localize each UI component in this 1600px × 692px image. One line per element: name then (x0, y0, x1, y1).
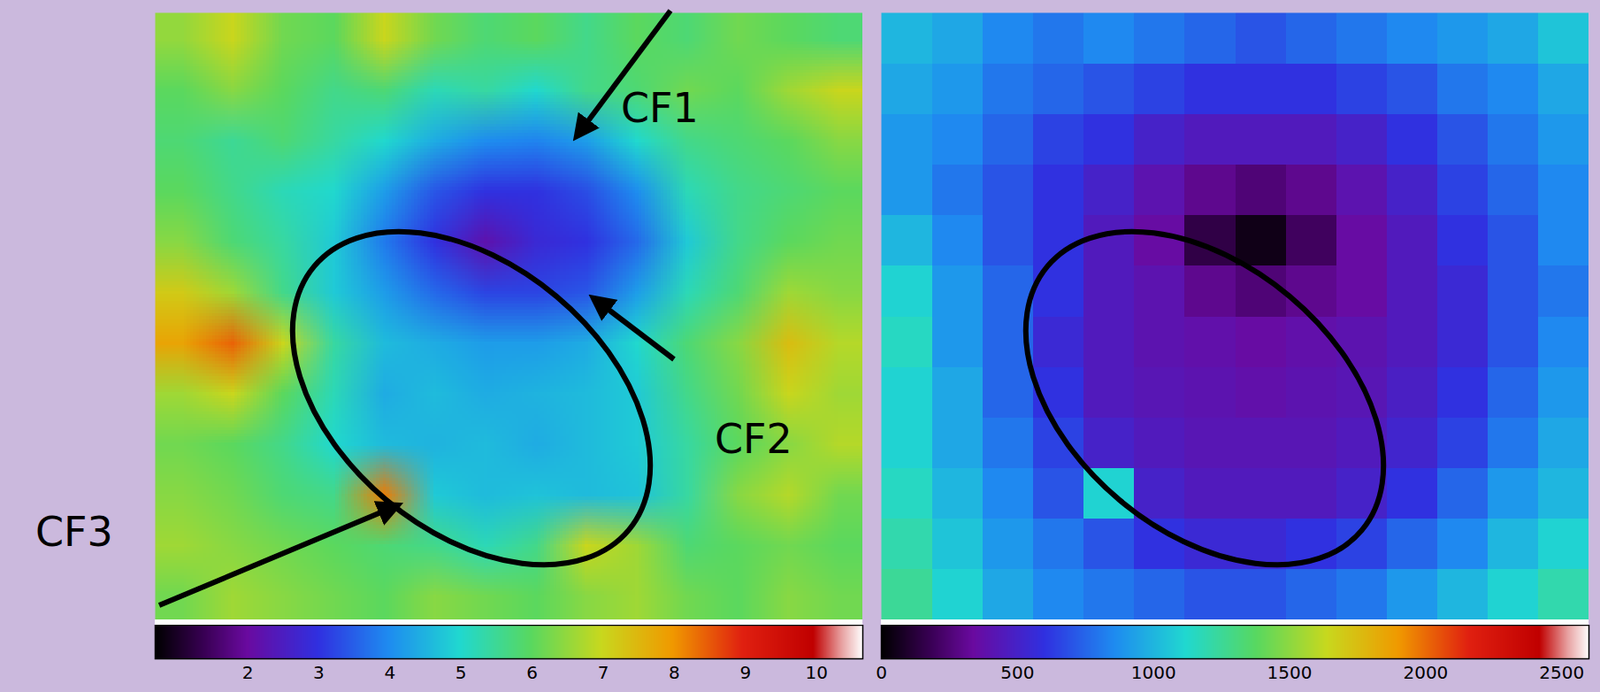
svg-text:CF3: CF3 (35, 507, 114, 556)
svg-text:7: 7 (597, 661, 610, 683)
svg-text:1000: 1000 (1131, 661, 1177, 683)
svg-text:2500: 2500 (1538, 661, 1585, 683)
svg-text:9: 9 (739, 661, 751, 683)
svg-text:CF2: CF2 (714, 414, 793, 463)
svg-text:2: 2 (242, 661, 254, 683)
svg-text:1500: 1500 (1267, 661, 1313, 683)
svg-text:4: 4 (383, 661, 396, 683)
svg-text:10: 10 (805, 661, 828, 683)
svg-text:3: 3 (313, 661, 325, 683)
svg-text:2000: 2000 (1402, 661, 1448, 683)
svg-text:CF1: CF1 (620, 84, 699, 132)
svg-text:5: 5 (455, 661, 467, 683)
svg-text:500: 500 (1000, 661, 1034, 683)
svg-text:0: 0 (875, 661, 888, 683)
svg-text:6: 6 (526, 661, 538, 683)
svg-text:8: 8 (668, 661, 681, 683)
